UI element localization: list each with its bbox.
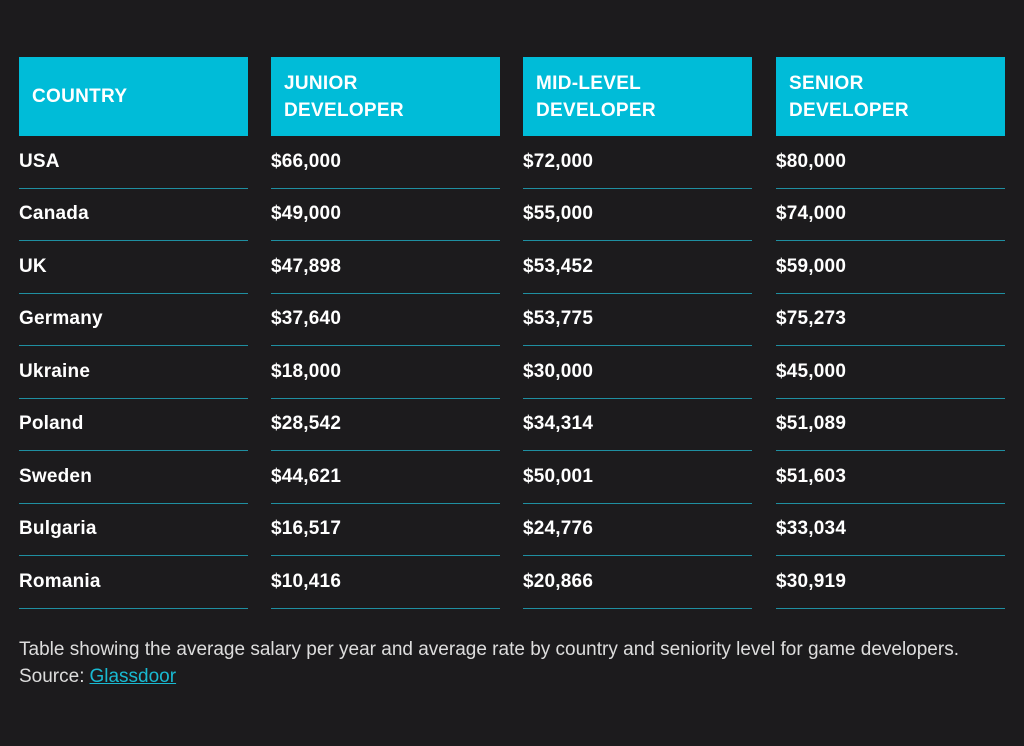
table-cell: $66,000 — [271, 136, 500, 189]
header-cell: JUNIOR DEVELOPER — [271, 57, 500, 136]
table-cell: $49,000 — [271, 189, 500, 241]
table-cell-text: Germany — [19, 308, 103, 330]
table-cell-text: $74,000 — [776, 203, 847, 225]
table-cell: $51,089 — [776, 399, 1005, 451]
table-cell-text: $18,000 — [271, 360, 342, 382]
header-cell: COUNTRY — [19, 57, 248, 136]
table-cell: $16,517 — [271, 504, 500, 556]
table-cell: $18,000 — [271, 346, 500, 399]
table-cell-text: $49,000 — [271, 203, 342, 225]
table-cell: $59,000 — [776, 241, 1005, 294]
table-cell: $28,542 — [271, 399, 500, 451]
table-cell-text: $28,542 — [271, 413, 342, 435]
header-cell: MID-LEVEL DEVELOPER — [523, 57, 752, 136]
table-cell-text: $33,034 — [776, 518, 847, 540]
table-cell: $80,000 — [776, 136, 1005, 189]
table-cell-text: $75,273 — [776, 308, 847, 330]
table-cell: Bulgaria — [19, 504, 248, 556]
table-cell-text: $66,000 — [271, 150, 342, 172]
table-cell-text: Poland — [19, 413, 84, 435]
table-cell: Sweden — [19, 451, 248, 504]
table-cell: $37,640 — [271, 294, 500, 346]
table-cell-text: USA — [19, 150, 60, 172]
table-cell: Ukraine — [19, 346, 248, 399]
table-cell-text: $53,452 — [523, 255, 594, 277]
header-cell-text: SENIOR DEVELOPER — [789, 72, 909, 121]
table-cell-text: $16,517 — [271, 518, 342, 540]
table-cell-text: $53,775 — [523, 308, 594, 330]
table-cell: $53,775 — [523, 294, 752, 346]
table-cell-text: Canada — [19, 203, 89, 225]
table-cell: $55,000 — [523, 189, 752, 241]
header-cell-text: MID-LEVEL DEVELOPER — [536, 72, 656, 121]
source-link[interactable]: Glassdoor — [89, 666, 177, 687]
caption-text: Table showing the average salary per yea… — [19, 639, 959, 687]
table-cell: $50,001 — [523, 451, 752, 504]
header-cell: SENIOR DEVELOPER — [776, 57, 1005, 136]
table-cell-text: $44,621 — [271, 465, 342, 487]
table-cell-text: $51,089 — [776, 413, 847, 435]
table-cell: Poland — [19, 399, 248, 451]
table-cell-text: $47,898 — [271, 255, 342, 277]
table-cell: Romania — [19, 556, 248, 609]
table-cell: $72,000 — [523, 136, 752, 189]
table-cell-text: $37,640 — [271, 308, 342, 330]
table-cell: $74,000 — [776, 189, 1005, 241]
table-cell: Germany — [19, 294, 248, 346]
table-cell-text: $20,866 — [523, 570, 594, 592]
table-cell: $30,000 — [523, 346, 752, 399]
table-cell: UK — [19, 241, 248, 294]
table-cell-text: $50,001 — [523, 465, 594, 487]
table-cell: $45,000 — [776, 346, 1005, 399]
table-cell: $24,776 — [523, 504, 752, 556]
table-cell-text: $34,314 — [523, 413, 594, 435]
table-cell: USA — [19, 136, 248, 189]
header-cell-text: COUNTRY — [32, 86, 128, 107]
table-cell: $20,866 — [523, 556, 752, 609]
table-cell: $34,314 — [523, 399, 752, 451]
table-cell: $53,452 — [523, 241, 752, 294]
table-cell-text: $55,000 — [523, 203, 594, 225]
table-cell-text: $45,000 — [776, 360, 847, 382]
table-cell: $44,621 — [271, 451, 500, 504]
table-cell-text: Romania — [19, 570, 101, 592]
table-cell: $75,273 — [776, 294, 1005, 346]
table-cell-text: UK — [19, 255, 47, 277]
table-cell: $10,416 — [271, 556, 500, 609]
table-cell-text: $10,416 — [271, 570, 342, 592]
table-cell-text: $72,000 — [523, 150, 594, 172]
table-cell: Canada — [19, 189, 248, 241]
table-cell-text: $24,776 — [523, 518, 594, 540]
table-cell-text: Ukraine — [19, 360, 91, 382]
table-cell: $51,603 — [776, 451, 1005, 504]
table-cell-text: Bulgaria — [19, 518, 97, 540]
table-cell-text: $51,603 — [776, 465, 847, 487]
table-cell-text: $30,000 — [523, 360, 594, 382]
table-cell: $33,034 — [776, 504, 1005, 556]
table-cell: $47,898 — [271, 241, 500, 294]
table-cell-text: Sweden — [19, 465, 92, 487]
table-cell: $30,919 — [776, 556, 1005, 609]
table-cell-text: $30,919 — [776, 570, 847, 592]
caption: Table showing the average salary per yea… — [19, 636, 999, 690]
table-cell-text: $59,000 — [776, 255, 847, 277]
table-cell-text: $80,000 — [776, 150, 847, 172]
header-cell-text: JUNIOR DEVELOPER — [284, 72, 404, 121]
